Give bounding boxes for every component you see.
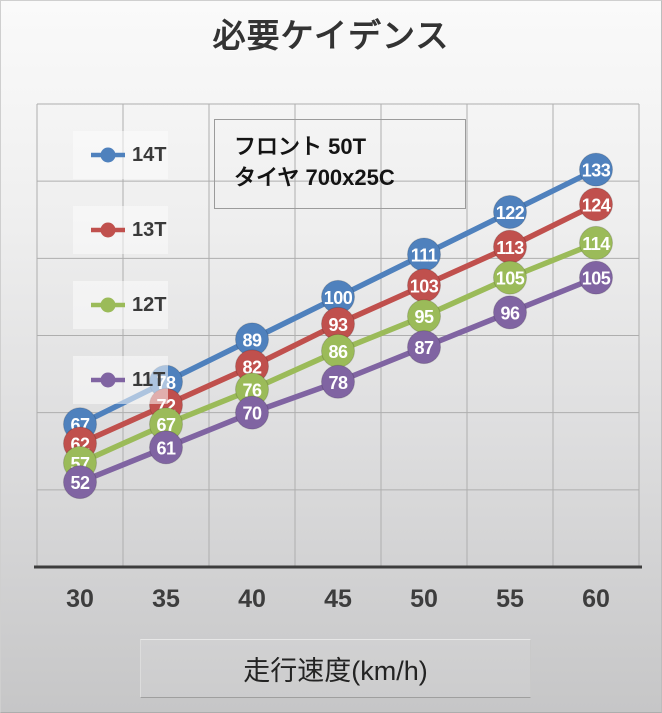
data-point-11T [493,295,527,330]
legend-marker-dot [100,222,116,238]
data-point-14T [579,152,613,187]
data-point-11T [579,260,613,295]
legend-label: 13T [132,218,167,241]
legend-marker-icon [91,372,125,388]
legend-marker-dot [100,147,116,163]
legend-item-14T: 14T [73,131,168,179]
data-point-label-12T: 105 [496,269,525,289]
data-point-label-13T: 124 [582,195,611,215]
data-point-label-12T: 95 [414,307,434,327]
data-point-label-11T: 78 [328,373,348,393]
legend-marker-icon [91,297,125,313]
x-tick-label: 60 [582,585,610,613]
x-tick-label: 30 [66,585,94,613]
legend-item-13T: 13T [73,206,168,254]
chart-title: 必要ケイデンス [212,17,450,54]
data-point-label-11T: 70 [242,404,262,424]
data-point-11T [407,330,441,365]
data-point-11T [63,465,97,500]
legend-label: 11T [132,368,166,391]
legend-marker-icon [91,222,125,238]
x-tick-label: 40 [238,585,266,613]
legend-marker-dot [100,372,116,388]
x-tick-label: 45 [324,585,352,613]
legend-marker-icon [91,147,125,163]
x-tick-label: 50 [410,585,438,613]
legend-item-12T: 12T [73,281,168,329]
data-point-label-13T: 93 [328,315,348,335]
legend-label: 14T [132,143,167,166]
legend-marker-dot [100,297,116,313]
data-point-12T [493,260,527,295]
data-point-11T [235,395,269,430]
data-point-label-14T: 100 [324,288,353,308]
data-point-label-13T: 113 [496,238,524,258]
data-point-label-11T: 96 [500,303,520,323]
info-box-line1: フロント 50T [234,134,367,159]
data-point-11T [321,364,355,399]
legend: 14T 13T 12T 11T [73,131,168,404]
data-point-label-12T: 86 [328,342,348,362]
data-point-13T [579,187,613,222]
data-point-label-12T: 67 [156,415,176,435]
data-point-label-14T: 122 [496,203,525,223]
x-axis-title: 走行速度(km/h) [243,656,428,686]
data-point-label-11T: 61 [156,438,176,458]
data-point-label-11T: 105 [582,269,611,289]
data-point-label-12T: 114 [582,234,610,254]
data-point-14T [493,195,527,230]
data-point-label-13T: 82 [242,357,262,377]
x-axis-title-box: 走行速度(km/h) [140,639,531,698]
data-point-label-14T: 89 [242,330,262,350]
legend-item-11T: 11T [73,356,168,404]
info-box-line2: タイヤ 700x25C [234,165,395,190]
info-box: フロント 50T タイヤ 700x25C [214,119,466,209]
legend-label: 12T [132,293,167,316]
data-point-label-11T: 87 [414,338,434,358]
x-tick-label: 35 [152,585,180,613]
data-point-label-11T: 52 [70,473,90,493]
data-point-11T [149,430,183,465]
data-point-label-12T: 76 [242,381,262,401]
x-tick-label: 55 [496,585,524,613]
data-point-label-13T: 103 [410,276,439,296]
data-point-label-14T: 111 [411,245,438,265]
data-point-label-14T: 133 [582,161,611,181]
data-point-12T [579,225,613,260]
